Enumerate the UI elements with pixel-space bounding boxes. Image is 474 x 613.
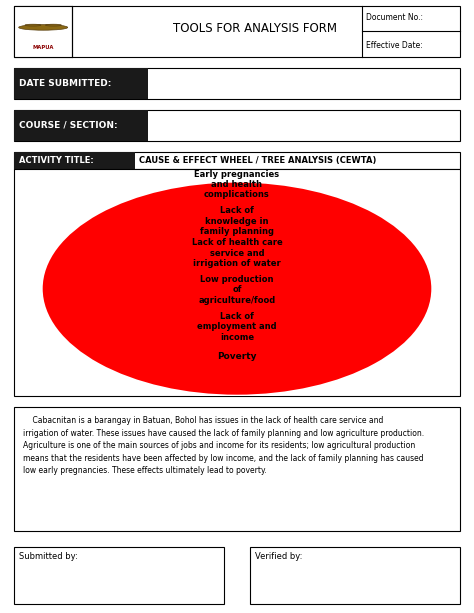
Text: Lack of
employment and
income: Lack of employment and income (197, 312, 277, 341)
Text: CAUSE & EFFECT WHEEL / TREE ANALYSIS (CEWTA): CAUSE & EFFECT WHEEL / TREE ANALYSIS (CE… (139, 156, 376, 164)
Bar (14, 67, 148, 99)
Bar (14, 151, 460, 169)
Circle shape (41, 181, 433, 397)
Text: TOOLS FOR ANALYSIS FORM: TOOLS FOR ANALYSIS FORM (173, 23, 337, 36)
Text: Early pregnancies
and health
complications: Early pregnancies and health complicatio… (194, 170, 280, 199)
Bar (14, 547, 224, 604)
Bar (14, 151, 135, 169)
Circle shape (83, 204, 391, 373)
Text: Cabacnitan is a barangay in Batuan, Bohol has issues in the lack of health care : Cabacnitan is a barangay in Batuan, Boho… (23, 416, 424, 475)
Bar (14, 110, 148, 140)
Text: Submitted by:: Submitted by: (18, 552, 77, 561)
Text: Effective Date:: Effective Date: (366, 41, 423, 50)
Text: Lack of
knowledge in
family planning: Lack of knowledge in family planning (200, 207, 274, 236)
Circle shape (46, 25, 62, 26)
Text: MAPUA: MAPUA (32, 45, 54, 50)
Text: Poverty: Poverty (217, 351, 257, 360)
Text: COURSE / SECTION:: COURSE / SECTION: (18, 121, 117, 129)
Bar (14, 6, 72, 57)
Text: DATE SUBMITTED:: DATE SUBMITTED: (18, 78, 111, 88)
Text: ACTIVITY TITLE:: ACTIVITY TITLE: (18, 156, 93, 164)
Circle shape (18, 25, 68, 30)
Text: Document No.:: Document No.: (366, 13, 423, 22)
Bar (250, 547, 460, 604)
Circle shape (168, 251, 306, 327)
Text: Verified by:: Verified by: (255, 552, 302, 561)
Text: Low production
of
agriculture/food: Low production of agriculture/food (199, 275, 275, 305)
Text: Lack of health care
service and
irrigation of water: Lack of health care service and irrigati… (191, 238, 283, 268)
Circle shape (25, 25, 41, 26)
Circle shape (126, 227, 348, 350)
